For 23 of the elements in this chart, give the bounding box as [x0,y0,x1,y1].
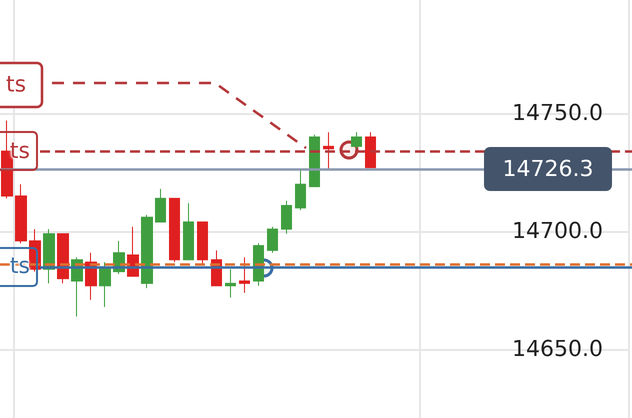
annotation: ts [6,72,26,98]
candlestick [309,134,320,188]
candlestick [197,221,208,265]
candlestick [225,268,236,298]
candlestick [351,132,362,150]
candlestick [365,132,376,168]
candlestick [15,184,27,244]
candlestick [141,214,153,289]
y-tick-label: 14750.0 [512,100,603,126]
candlestick [281,200,292,234]
candlestick [239,256,250,294]
candlestick [155,188,166,222]
candlestick [99,262,111,308]
candlestick [295,170,306,211]
ref-line-label: ts [0,246,38,287]
candlestick [323,132,334,171]
y-tick-label: 14700.0 [512,218,603,244]
y-tick-label: 14650.0 [512,337,603,362]
candlestick [183,202,194,260]
ref-line-label: 14726.3 [484,147,612,192]
candlestick [267,226,278,254]
ref-line-label: ts [0,131,38,172]
candlestick [169,198,180,263]
